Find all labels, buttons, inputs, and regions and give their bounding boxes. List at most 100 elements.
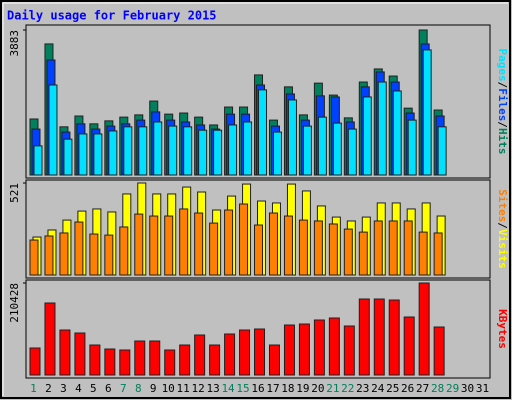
bar (254, 224, 264, 276)
legend: Sites/Visits (496, 189, 509, 269)
bar (283, 215, 293, 276)
bar (93, 133, 103, 176)
bar (194, 212, 204, 276)
bar (239, 203, 249, 276)
legend-entry: Pages (496, 49, 509, 82)
bar (194, 334, 206, 376)
bar (283, 324, 295, 376)
x-tick-label: 15 (236, 382, 249, 395)
bar (433, 232, 443, 276)
bar (123, 126, 133, 176)
x-tick-label: 31 (476, 382, 489, 395)
bar (328, 223, 338, 276)
x-tick-label: 9 (150, 382, 157, 395)
bar (48, 84, 58, 176)
bar (422, 49, 432, 176)
bar (392, 90, 402, 176)
bar (44, 235, 54, 276)
bar (78, 133, 88, 176)
x-tick-label: 26 (401, 382, 414, 395)
legend-entry: KBytes (496, 309, 509, 349)
bar (313, 319, 325, 376)
bar (119, 349, 131, 376)
bar (198, 129, 208, 176)
bar (403, 220, 413, 276)
x-tick-label: 12 (192, 382, 205, 395)
y-tick-label: 521 (8, 183, 21, 203)
bar (138, 126, 148, 176)
bar (373, 298, 385, 376)
bar (388, 220, 398, 276)
legend-separator: / (496, 82, 509, 89)
bar (104, 234, 114, 276)
bar (44, 302, 56, 376)
bar (228, 124, 238, 176)
x-tick-label: 17 (266, 382, 279, 395)
legend: Pages/Files/Hits (496, 49, 509, 155)
bar (224, 209, 234, 276)
x-tick-label: 10 (162, 382, 175, 395)
x-tick-label: 20 (311, 382, 324, 395)
bar (149, 340, 161, 376)
bar (179, 208, 189, 276)
bar (104, 348, 116, 376)
x-tick-label: 5 (90, 382, 97, 395)
bar (183, 126, 193, 176)
x-tick-label: 28 (431, 382, 444, 395)
x-tick-label: 29 (446, 382, 459, 395)
bar (268, 212, 278, 276)
x-tick-label: 13 (206, 382, 219, 395)
bar (168, 125, 178, 176)
bar (418, 231, 428, 276)
bar (388, 299, 400, 376)
legend-entry: Visits (496, 229, 509, 269)
x-tick-label: 30 (461, 382, 474, 395)
bar (224, 333, 236, 376)
bar (332, 122, 342, 176)
bar (373, 220, 383, 276)
bar (134, 340, 146, 376)
x-tick-label: 6 (105, 382, 112, 395)
legend: KBytes (496, 309, 509, 349)
legend-separator: / (496, 222, 509, 229)
bar (272, 131, 282, 176)
bar (313, 220, 323, 276)
x-tick-label: 24 (371, 382, 385, 395)
x-tick-label: 25 (386, 382, 399, 395)
bar (418, 282, 430, 376)
bar (164, 215, 174, 276)
bar (89, 233, 99, 276)
x-tick-label: 14 (221, 382, 235, 395)
bar (89, 344, 101, 376)
bar (209, 344, 221, 376)
bar (358, 231, 368, 276)
bar (119, 226, 129, 276)
bar (209, 222, 219, 276)
bar (254, 328, 266, 376)
legend-entry: Files (496, 88, 509, 121)
bar (63, 138, 73, 176)
chart-title: Daily usage for February 2015 (7, 9, 217, 23)
bar (239, 329, 251, 376)
bar (437, 126, 447, 176)
bar (268, 344, 280, 376)
bar (298, 219, 308, 276)
x-tick-label: 3 (60, 382, 67, 395)
bar (302, 125, 312, 176)
bar (358, 298, 370, 376)
bar (343, 228, 353, 276)
bar (29, 347, 41, 376)
legend-entry: Sites (496, 189, 509, 222)
x-tick-label: 27 (416, 382, 429, 395)
bar (134, 213, 144, 276)
y-tick-label: 3883 (8, 30, 21, 57)
x-tick-label: 16 (251, 382, 264, 395)
bar (328, 317, 340, 376)
bar (59, 329, 71, 376)
x-tick-label: 8 (135, 382, 142, 395)
bar (179, 344, 191, 376)
bar (153, 121, 163, 176)
bar (377, 81, 387, 176)
